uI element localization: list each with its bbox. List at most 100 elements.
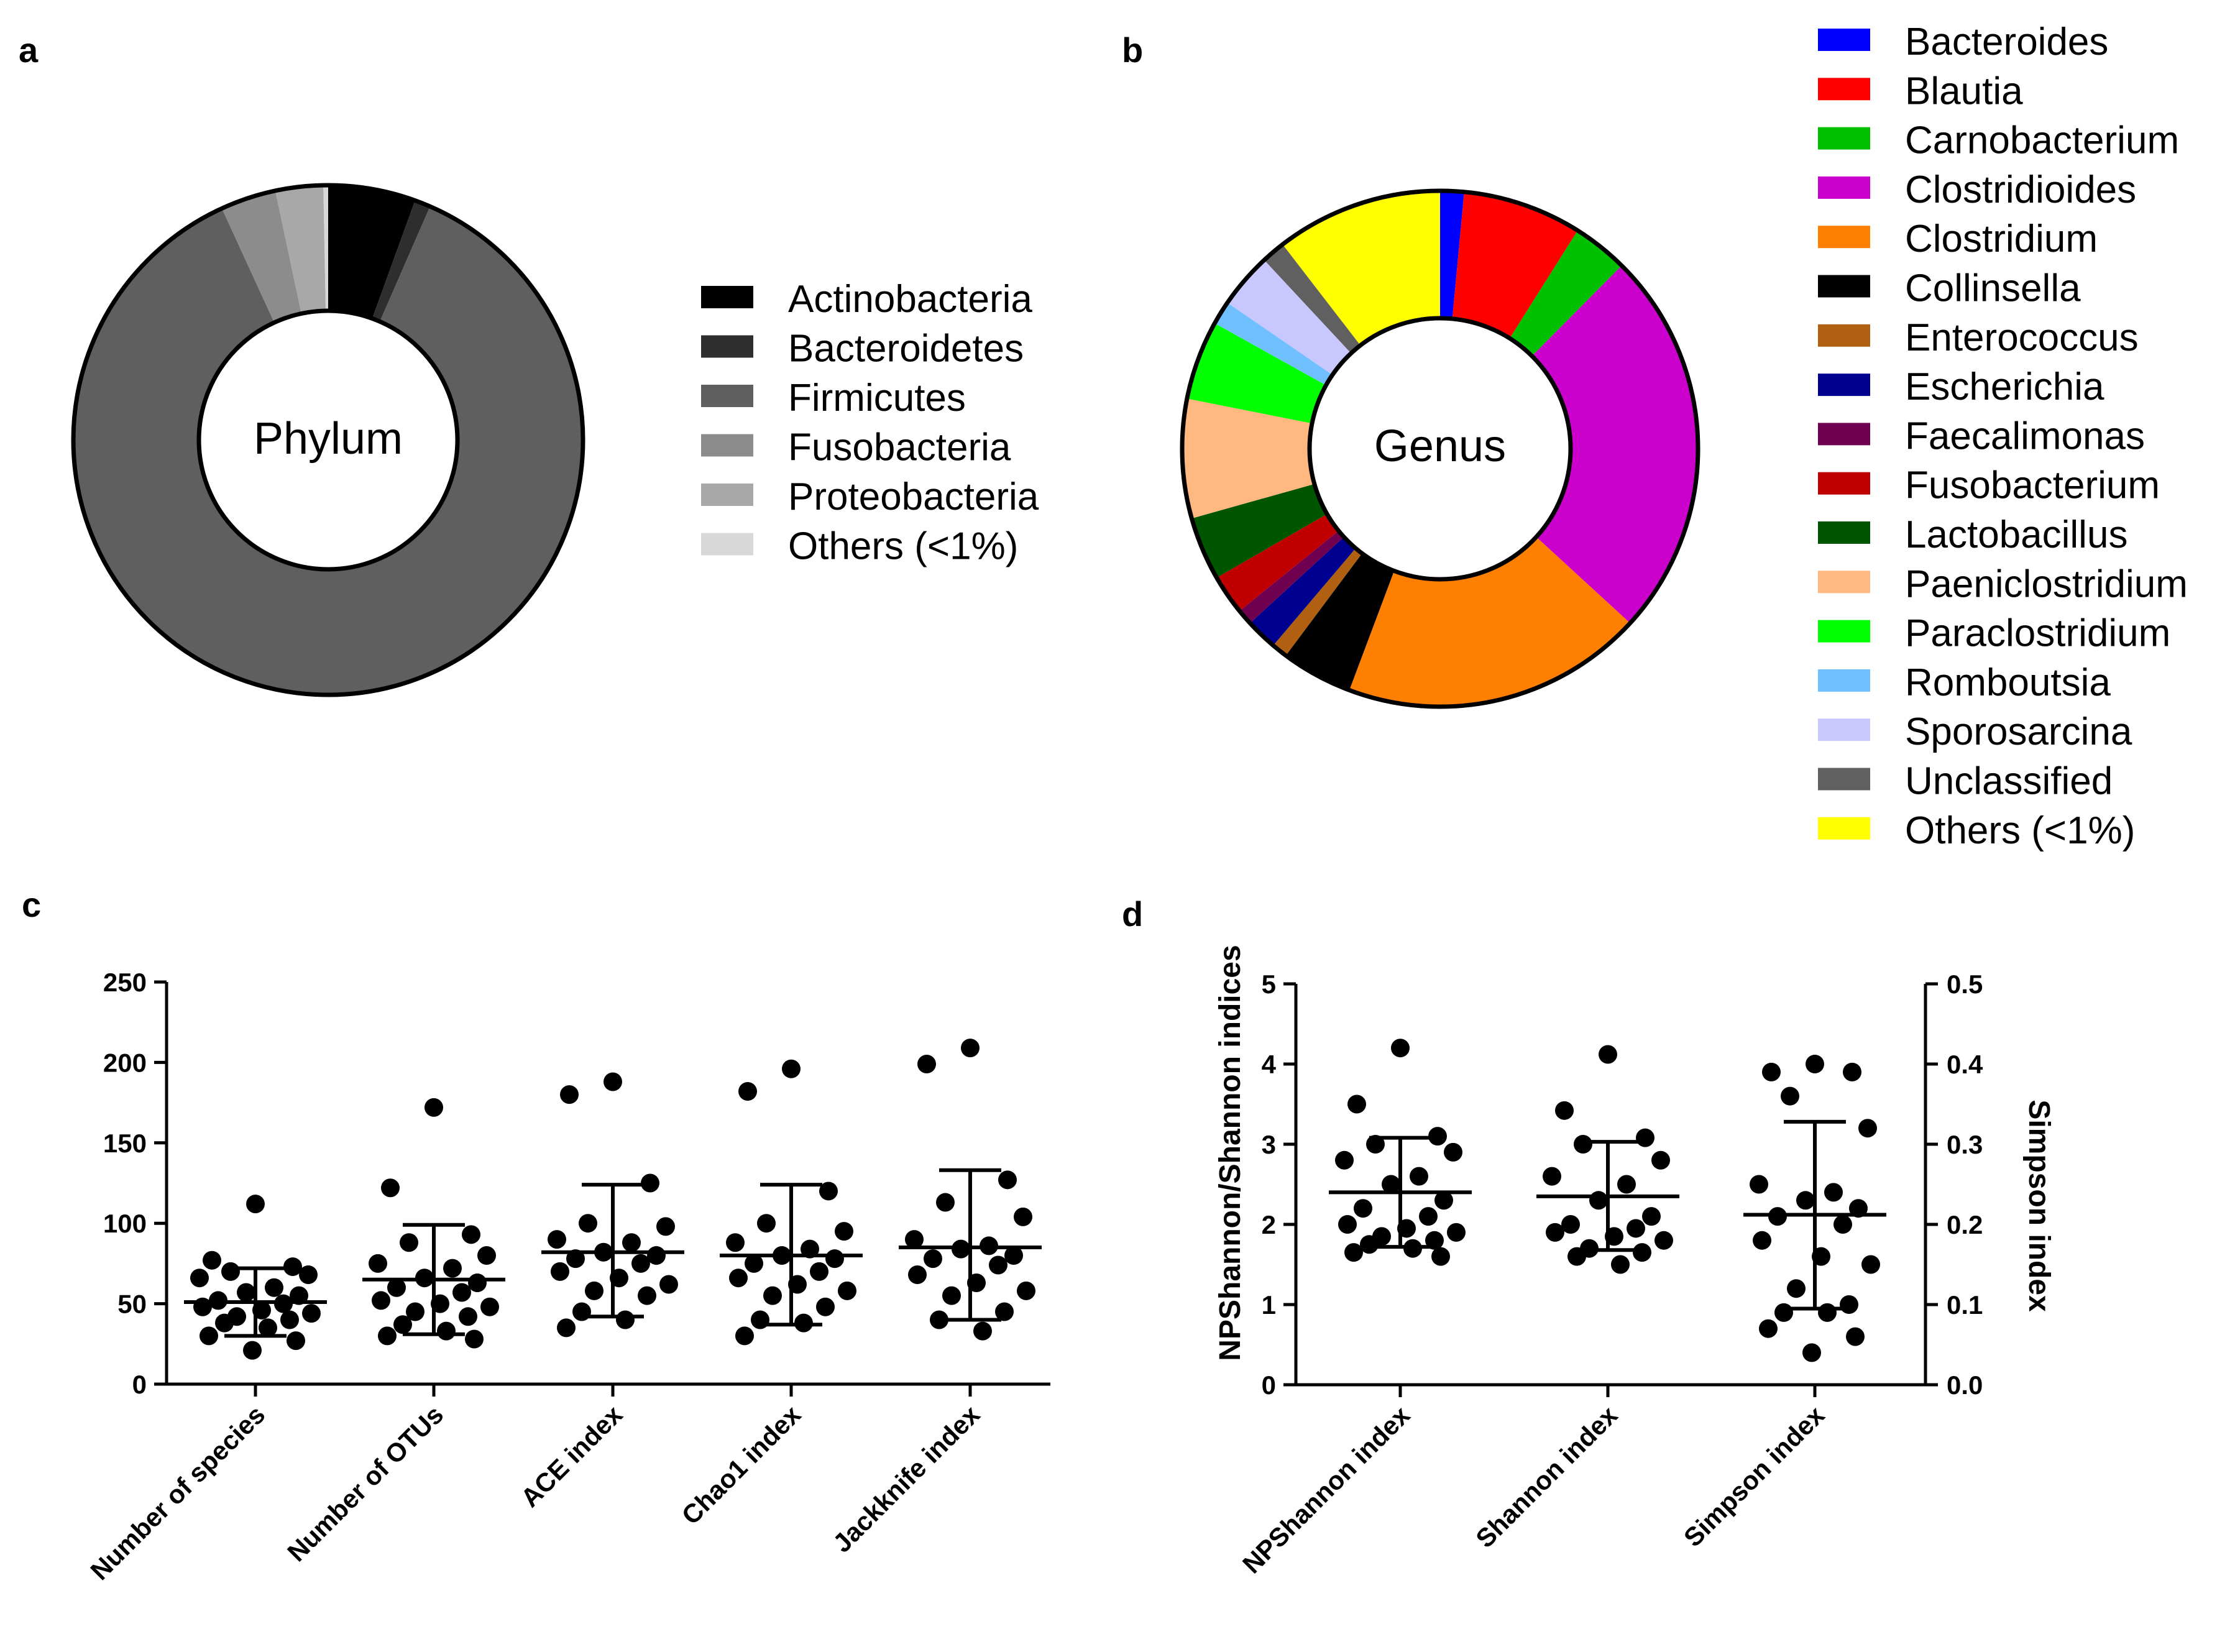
data-point-number-of-species (259, 1318, 277, 1338)
data-point-jackknife-index (961, 1039, 980, 1058)
data-point-jackknife-index (998, 1170, 1017, 1190)
data-point-npshannon-index (1382, 1175, 1400, 1194)
phylum-slice-proteobacteria (275, 185, 326, 314)
data-point-jackknife-index (936, 1193, 955, 1212)
data-point-number-of-otus (381, 1178, 400, 1198)
genus-legend-swatch-clostridium (1818, 226, 1870, 249)
phylum-outer-ring (71, 183, 585, 697)
data-point-npshannon-index (1391, 1039, 1410, 1058)
genus-legend-label-enterococcus: Enterococcus (1905, 316, 2139, 359)
data-point-ace-index (551, 1262, 569, 1281)
genus-legend-swatch-romboutsia (1818, 669, 1870, 692)
x-category-label-number-of-otus: Number of OTUs (282, 1400, 449, 1567)
genus-outer-ring (1180, 188, 1700, 709)
data-point-simpson-index (1759, 1319, 1778, 1338)
genus-legend-swatch-clostridioides (1818, 176, 1870, 199)
data-point-shannon-index (1611, 1255, 1630, 1274)
x-category-label-shannon-index: Shannon index (1470, 1400, 1623, 1554)
data-point-simpson-index (1858, 1119, 1877, 1138)
x-category-label-ace-index: ACE index (515, 1400, 628, 1513)
y2-tick-label: 0.4 (1947, 1050, 1983, 1079)
data-point-number-of-otus (465, 1329, 484, 1349)
data-point-ace-index (622, 1233, 641, 1252)
genus-slice-collinsella (1285, 553, 1395, 691)
x-category-label-chao1-index: Chao1 index (676, 1400, 807, 1530)
genus-legend: Bacteroides Blautia Carnobacterium Clostrid… (1818, 21, 2188, 852)
data-point-chao1-index (726, 1233, 745, 1252)
data-point-shannon-index (1651, 1150, 1670, 1170)
data-point-jackknife-index (989, 1255, 1007, 1275)
data-point-simpson-index (1861, 1255, 1880, 1274)
genus-legend-label-paeniclostridium: Paeniclostridium (1905, 562, 2188, 605)
genus-legend-label-clostridium: Clostridium (1905, 218, 2098, 260)
genus-slice-paraclostridium (1186, 323, 1326, 424)
richness-dot-plot: 0 50 100 150 200 250 Number of species Number o… (85, 968, 1050, 1585)
data-point-npshannon-index (1431, 1247, 1450, 1266)
data-point-simpson-index (1843, 1062, 1861, 1081)
data-point-simpson-index (1824, 1183, 1843, 1202)
diversity-dot-plot: 0 1 2 3 4 5 0.0 0.1 0.2 0.3 0.4 0.5 NPShannon index S… (1237, 970, 1983, 1579)
phylum-legend-swatch-actinobacteria (701, 286, 753, 308)
data-point-number-of-otus (406, 1302, 425, 1321)
data-point-number-of-species (215, 1313, 234, 1333)
data-point-npshannon-index (1428, 1127, 1447, 1146)
data-point-simpson-index (1762, 1062, 1781, 1081)
genus-legend-label-carnobacterium: Carnobacterium (1905, 119, 2179, 162)
data-point-jackknife-index (924, 1249, 942, 1269)
y-tick-label: 1 (1262, 1290, 1276, 1319)
data-point-number-of-species (243, 1341, 262, 1360)
genus-legend-swatch-carnobacterium (1818, 127, 1870, 150)
data-point-jackknife-index (908, 1265, 927, 1285)
data-point-chao1-index (835, 1222, 853, 1241)
y-tick-label: 4 (1262, 1050, 1277, 1079)
phylum-slice-bacteroidetes (372, 200, 430, 322)
panel-label-b: b (1122, 30, 1143, 70)
genus-slice-lactobacillus (1191, 484, 1328, 578)
genus-legend-swatch-lactobacillus (1818, 521, 1870, 544)
data-point-shannon-index (1642, 1207, 1661, 1226)
genus-legend-label-collinsella: Collinsella (1905, 267, 2081, 310)
data-point-simpson-index (1846, 1327, 1865, 1346)
data-point-simpson-index (1787, 1279, 1806, 1298)
data-point-jackknife-index (973, 1321, 992, 1341)
phylum-donut-chart (71, 183, 585, 697)
genus-legend-label-escherichia: Escherichia (1905, 365, 2104, 408)
data-point-chao1-index (825, 1249, 844, 1269)
genus-slice-faecalimonas (1239, 531, 1344, 623)
data-point-npshannon-index (1444, 1142, 1462, 1162)
genus-donut-chart (1180, 188, 1700, 709)
phylum-legend: Actinobacteria Bacteroidetes Firmicutes Fus… (701, 278, 1039, 568)
y2-tick-label: 0.2 (1947, 1210, 1983, 1239)
genus-legend-swatch-fusobacterium (1818, 472, 1870, 495)
data-point-shannon-index (1617, 1175, 1636, 1194)
y-tick-label: 200 (103, 1048, 147, 1077)
data-point-simpson-index (1753, 1231, 1771, 1250)
genus-legend-label-bacteroides: Bacteroides (1905, 21, 2108, 63)
phylum-legend-label-firmicutes: Firmicutes (788, 377, 966, 420)
data-point-ace-index (548, 1230, 566, 1249)
data-point-shannon-index (1555, 1101, 1574, 1120)
data-point-chao1-index (782, 1059, 801, 1078)
y-tick-label: 5 (1262, 970, 1276, 999)
data-point-simpson-index (1781, 1086, 1799, 1106)
data-point-number-of-otus (462, 1225, 480, 1244)
data-point-number-of-species (190, 1269, 209, 1288)
data-point-number-of-species (280, 1310, 299, 1329)
data-point-shannon-index (1574, 1135, 1592, 1154)
data-point-number-of-species (302, 1304, 321, 1323)
genus-legend-swatch-escherichia (1818, 374, 1870, 397)
genus-legend-swatch-paraclostridium (1818, 620, 1870, 643)
genus-legend-swatch-unclassified (1818, 768, 1870, 791)
data-point-npshannon-index (1410, 1167, 1428, 1186)
genus-slice-bacteroides (1440, 191, 1464, 319)
phylum-legend-label-others-1: Others (<1%) (788, 525, 1018, 568)
phylum-legend-label-actinobacteria: Actinobacteria (788, 278, 1032, 321)
genus-legend-swatch-blautia (1818, 78, 1870, 101)
genus-legend-label-romboutsia: Romboutsia (1905, 661, 2111, 704)
data-point-number-of-species (237, 1283, 255, 1302)
genus-legend-label-faecalimonas: Faecalimonas (1905, 415, 2145, 457)
data-point-number-of-species (203, 1250, 221, 1270)
data-point-chao1-index (816, 1297, 835, 1316)
data-point-chao1-index (763, 1286, 782, 1305)
